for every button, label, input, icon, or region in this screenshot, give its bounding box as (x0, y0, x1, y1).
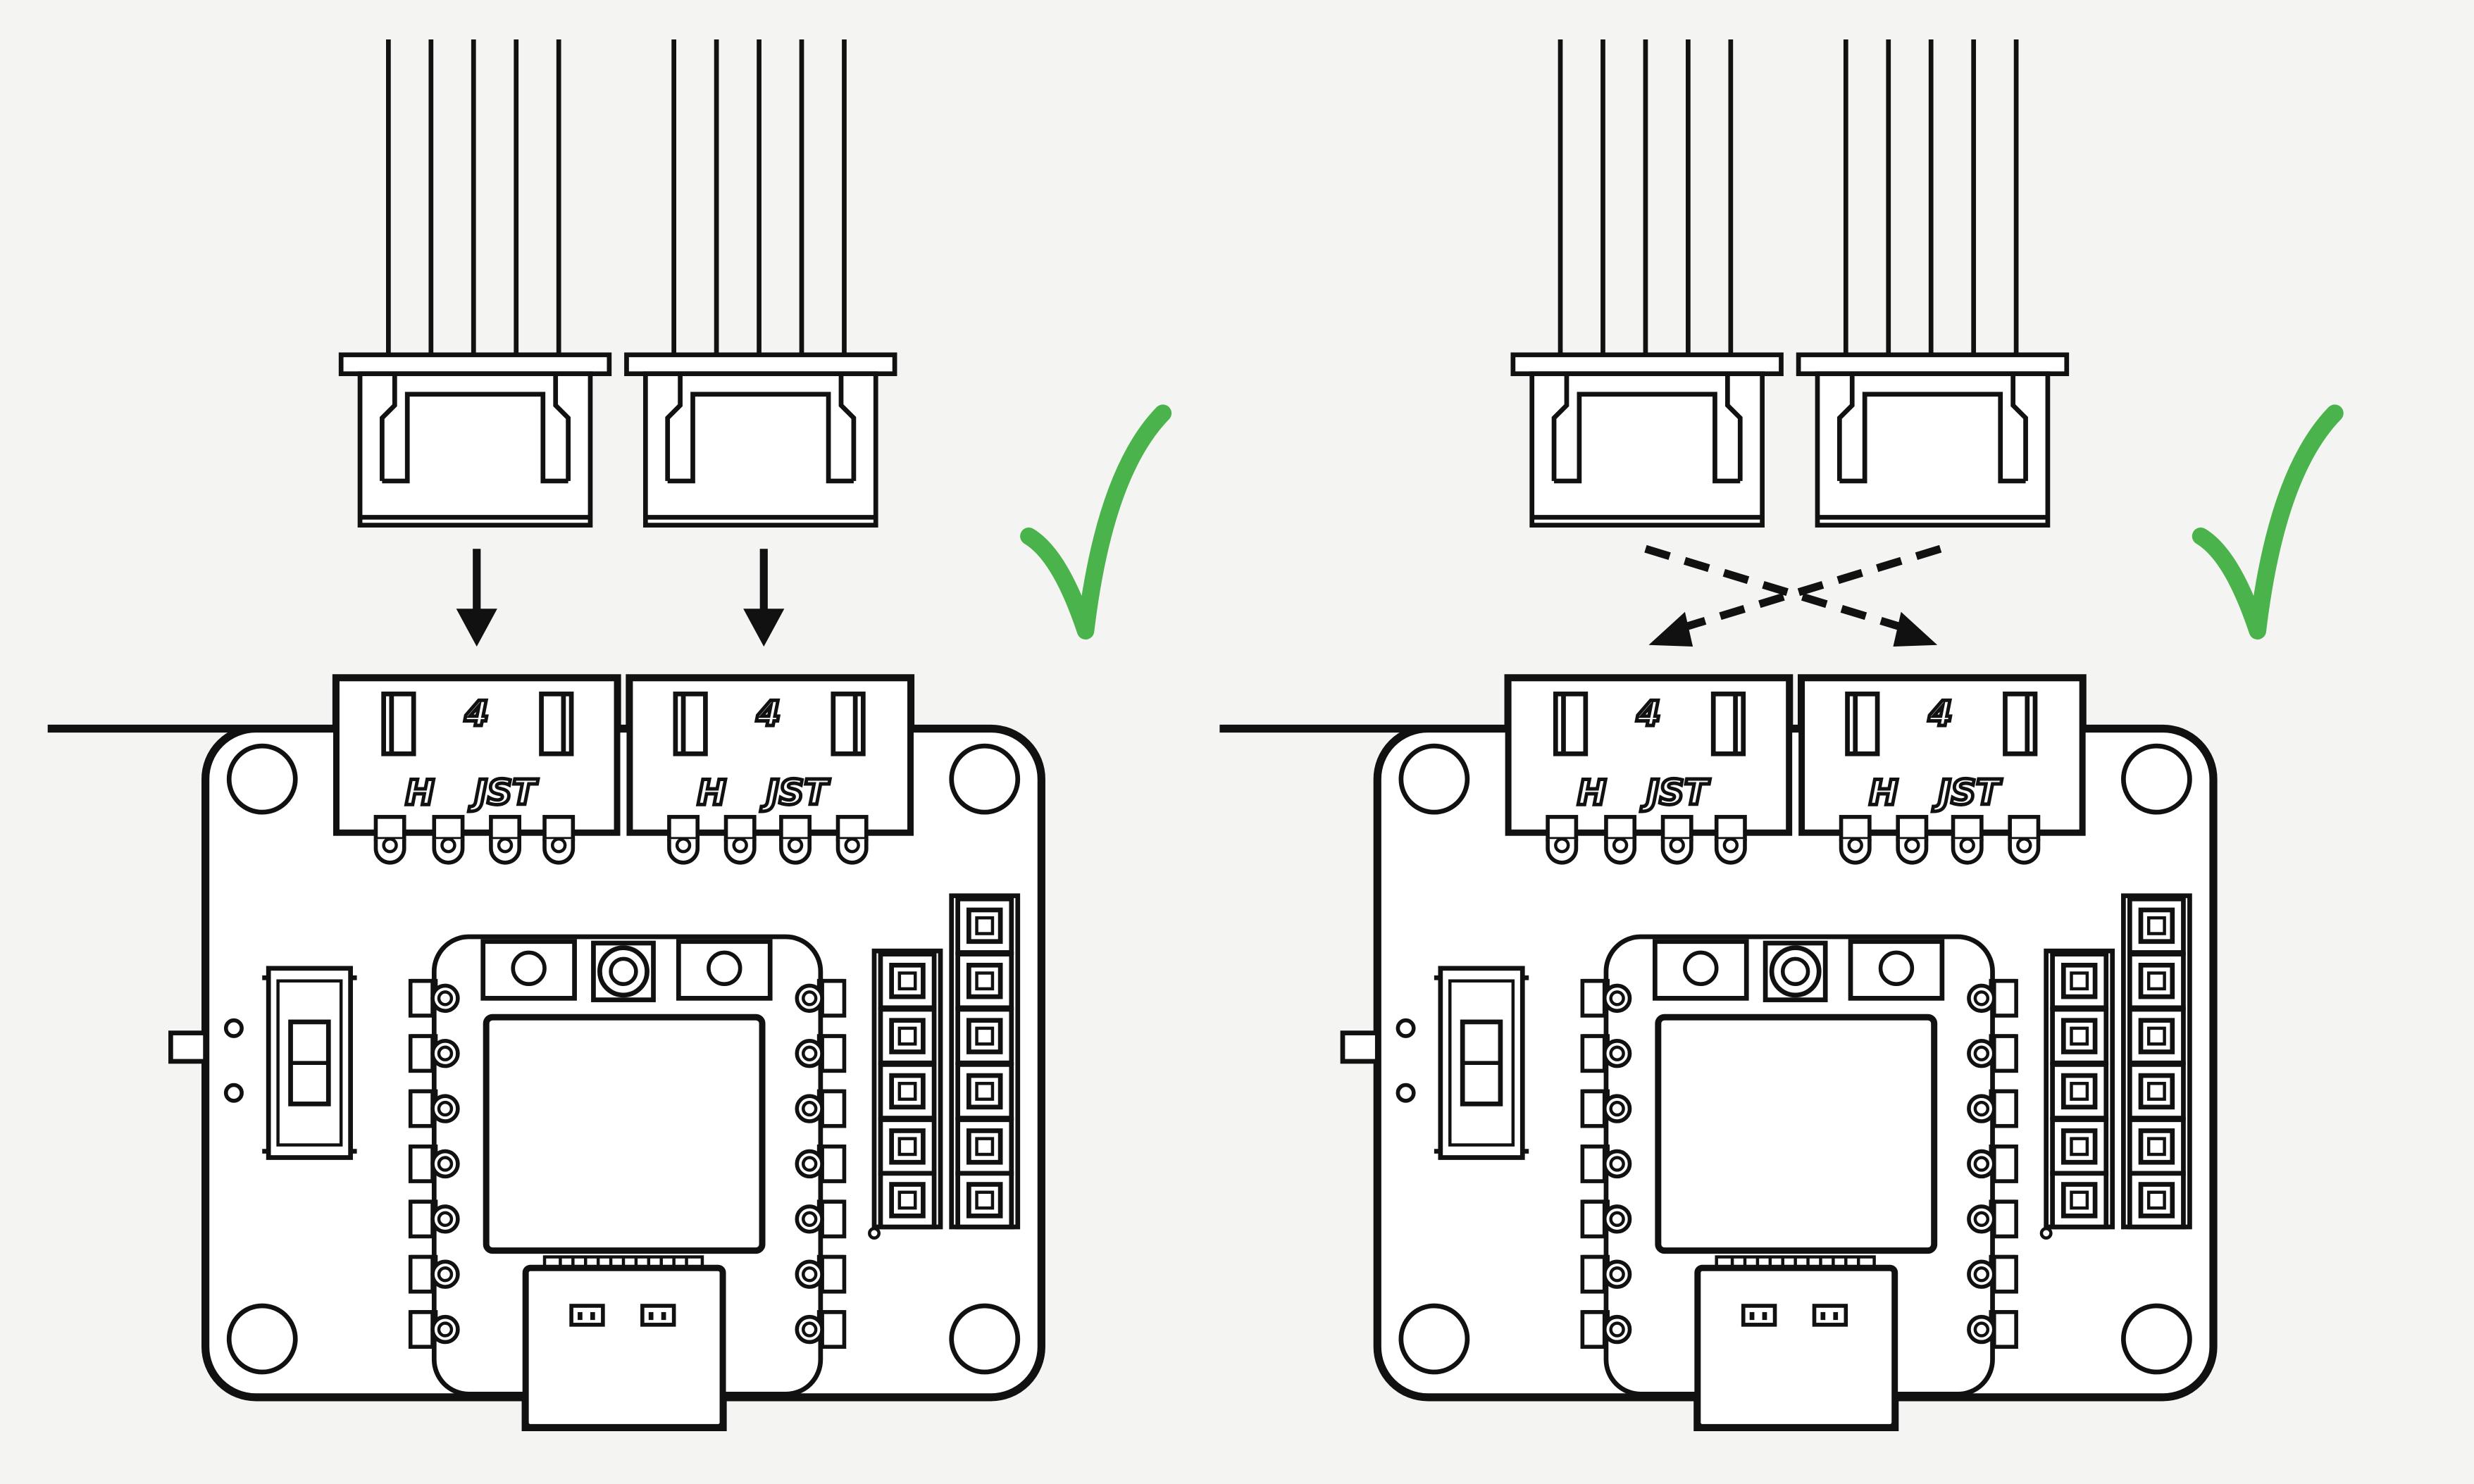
insert-arrow-right (743, 549, 785, 647)
brand-jst-label: JST (1932, 772, 2002, 813)
mcu-module (1582, 934, 2016, 1430)
brand-h-label: H (697, 772, 726, 813)
insert-arrow-crossed (1644, 544, 1942, 647)
jst-connector: 4 H JST (1798, 675, 2086, 863)
pin-count-label: 4 (1636, 693, 1660, 734)
brand-jst-label: JST (760, 772, 831, 813)
mounting-hole (949, 1303, 1021, 1375)
cable-plug-left (1513, 39, 1782, 525)
cable-plug-right (626, 39, 895, 525)
mounting-hole (949, 743, 1021, 815)
brand-jst-label: JST (468, 772, 538, 813)
slide-switch (168, 966, 357, 1160)
usb-c-port (522, 1255, 726, 1430)
checkmark-icon (1020, 404, 1172, 640)
mounting-hole (226, 1303, 298, 1375)
cable-plug-left (341, 39, 609, 525)
pin-count-label: 4 (1928, 693, 1953, 734)
insert-arrow-left (456, 549, 497, 647)
jst-connector: 4 H JST (1505, 675, 1793, 863)
pin-count-label: 4 (756, 693, 781, 734)
mcu-module (411, 934, 845, 1430)
slide-switch (1340, 966, 1529, 1160)
jst-connector: 4 H JST (332, 675, 621, 863)
brand-h-label: H (406, 772, 435, 813)
checkmark-icon (2192, 404, 2344, 640)
panel-direct: 4 H JST 4 H JST (48, 39, 1172, 1430)
mounting-hole (2121, 743, 2192, 815)
brand-h-label: H (1869, 772, 1898, 813)
panel-crossed: 4 H JST 4 H JST (1219, 39, 2344, 1430)
brand-h-label: H (1577, 772, 1606, 813)
jst-connector: 4 H JST (626, 675, 914, 863)
brand-jst-label: JST (1640, 772, 1710, 813)
pin-count-label: 4 (464, 693, 489, 734)
cable-plug-right (1798, 39, 2067, 525)
mounting-hole (1398, 743, 1470, 815)
pin-header (2039, 893, 2192, 1240)
mounting-hole (226, 743, 298, 815)
pin-header (868, 893, 1021, 1240)
usb-c-port (1694, 1255, 1898, 1430)
mounting-hole (2121, 1303, 2192, 1375)
mounting-hole (1398, 1303, 1470, 1375)
